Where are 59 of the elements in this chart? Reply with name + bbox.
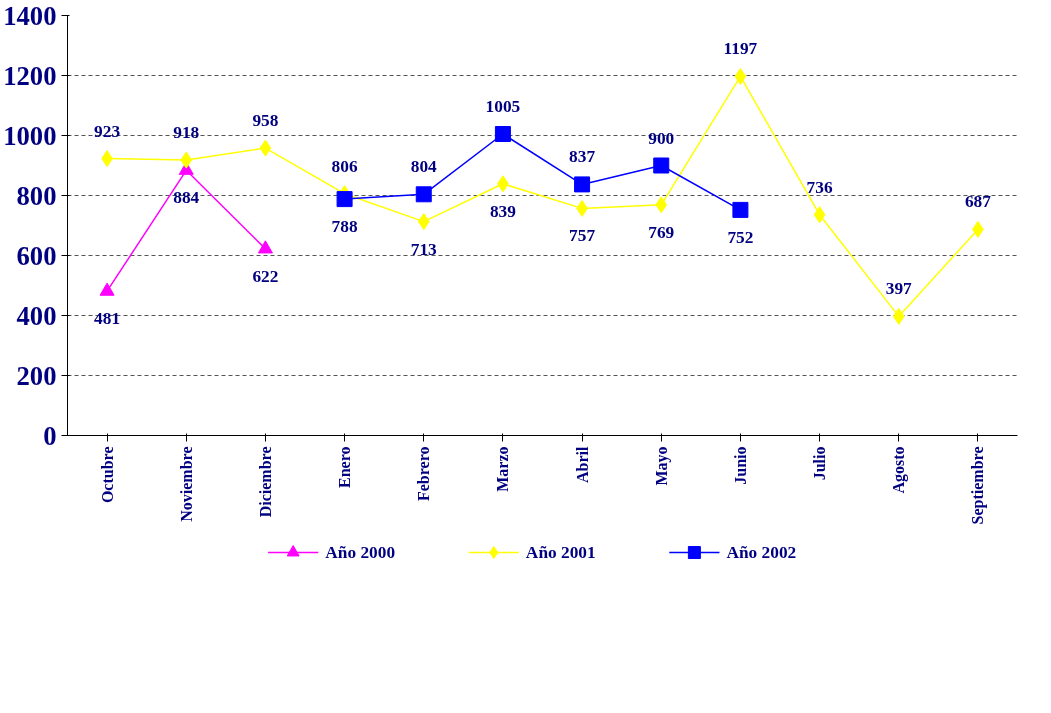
data-label: 1005 — [485, 97, 521, 116]
x-tick-label: Octubre — [98, 446, 116, 504]
y-tick-label: 600 — [16, 240, 57, 271]
data-label: 804 — [410, 157, 438, 177]
point — [892, 307, 905, 325]
data-label: 923 — [94, 121, 121, 141]
legend-label: Año 2002 — [726, 543, 797, 562]
point — [180, 151, 193, 169]
point — [99, 282, 115, 296]
y-tick-label: 1200 — [3, 60, 57, 91]
point — [336, 191, 353, 208]
legend-label: Año 2000 — [325, 543, 396, 562]
point — [417, 213, 430, 231]
data-label: 713 — [410, 239, 438, 259]
data-label: 1197 — [723, 39, 758, 59]
point — [734, 67, 747, 85]
x-tick-label: Septiembre — [969, 446, 988, 525]
data-label: 622 — [252, 266, 279, 286]
point — [259, 139, 272, 157]
x-tick-label: Junio — [731, 446, 749, 485]
y-tick-label: 800 — [16, 180, 57, 211]
point — [655, 196, 668, 214]
y-tick-label: 1000 — [3, 120, 57, 151]
data-label: 752 — [727, 227, 754, 247]
x-tick-label: Noviembre — [177, 446, 195, 522]
x-tick-label: Enero — [336, 446, 354, 488]
y-tick-label: 200 — [16, 360, 57, 391]
data-label: 397 — [885, 279, 913, 299]
data-label: 884 — [173, 188, 200, 208]
data-label: 687 — [964, 192, 992, 212]
y-tick-label: 400 — [16, 300, 57, 331]
point — [574, 176, 591, 193]
y-tick-label: 0 — [43, 420, 57, 451]
x-tick-label: Julio — [811, 446, 829, 481]
point — [813, 206, 826, 224]
data-label: 736 — [806, 177, 833, 197]
data-label: 839 — [489, 201, 517, 221]
data-label: 837 — [569, 147, 596, 167]
data-label: 481 — [94, 309, 121, 329]
data-label: 900 — [648, 128, 675, 148]
x-tick-label: Agosto — [890, 446, 909, 494]
data-label: 757 — [569, 226, 596, 246]
point — [257, 240, 273, 254]
data-label: 918 — [173, 123, 200, 143]
x-tick-label: Abril — [573, 445, 591, 483]
point — [653, 157, 670, 174]
x-tick-label: Mayo — [652, 446, 671, 486]
data-label: 788 — [331, 217, 358, 237]
x-tick-label: Diciembre — [256, 446, 274, 518]
point — [415, 186, 432, 203]
x-tick-label: Marzo — [494, 446, 512, 492]
point — [494, 126, 511, 142]
y-tick-label: 1400 — [3, 0, 57, 31]
point — [732, 201, 749, 218]
x-tick-label: Febrero — [415, 446, 433, 501]
data-label: 806 — [331, 156, 358, 176]
legend-label: Año 2001 — [525, 543, 596, 562]
data-label: 958 — [252, 111, 279, 131]
data-label: 769 — [648, 222, 675, 242]
